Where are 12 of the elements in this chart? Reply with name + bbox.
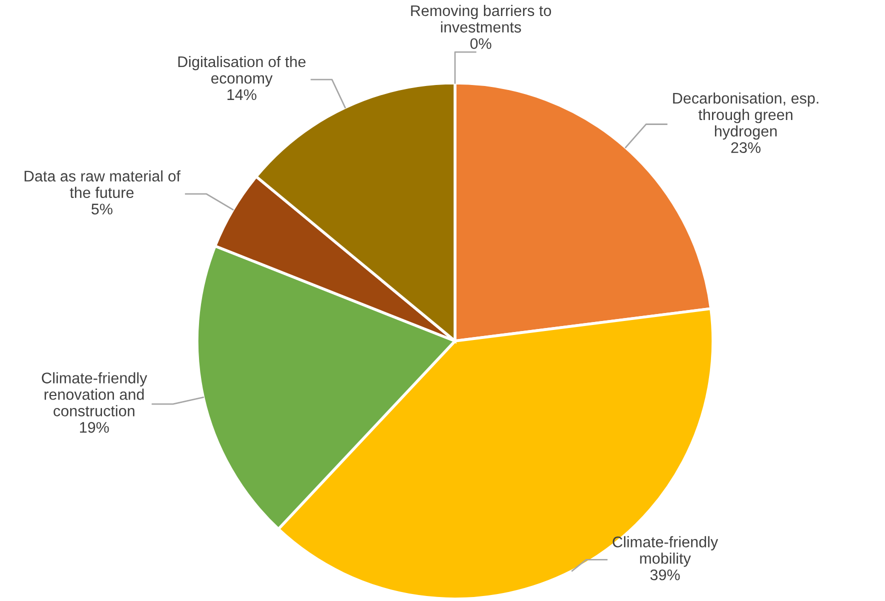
data-label: 14% [228, 89, 256, 100]
slice-label: Climate-friendly renovation and construction [42, 372, 148, 416]
data-label: 5% [92, 204, 112, 214]
category-label: Removing barriers to investments [411, 4, 552, 33]
data-label: 19% [80, 422, 109, 433]
slice-label: Data as raw material of the future [24, 170, 181, 198]
slice-label: Climate-friendly mobility [612, 536, 718, 567]
text: 0% [470, 38, 492, 50]
data-label: 39% [650, 569, 680, 580]
data-label: 23% [731, 142, 761, 154]
slice-label: Decarbonisation, esp. through green hydrogen [673, 92, 818, 140]
slice-label: Digitalisation of the economy [178, 56, 306, 87]
